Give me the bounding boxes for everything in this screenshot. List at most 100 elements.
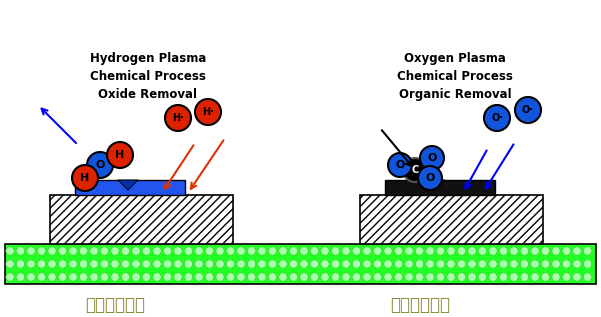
Bar	[75, 180, 185, 195]
Circle shape	[79, 260, 88, 268]
Circle shape	[310, 260, 319, 268]
Circle shape	[258, 273, 266, 281]
Text: O·: O·	[522, 105, 534, 115]
Text: H: H	[115, 150, 124, 160]
Circle shape	[363, 273, 371, 281]
Circle shape	[468, 273, 476, 281]
Circle shape	[132, 273, 140, 281]
Circle shape	[510, 273, 518, 281]
Text: 化学清洗工艺: 化学清洗工艺	[390, 296, 450, 314]
Circle shape	[79, 273, 88, 281]
Circle shape	[415, 260, 424, 268]
Circle shape	[279, 273, 287, 281]
Circle shape	[100, 273, 109, 281]
Circle shape	[384, 260, 392, 268]
Circle shape	[206, 273, 214, 281]
Circle shape	[16, 260, 25, 268]
Circle shape	[48, 247, 56, 255]
Text: O·: O·	[491, 113, 503, 123]
Circle shape	[48, 260, 56, 268]
Circle shape	[16, 273, 25, 281]
Bar	[50, 195, 233, 244]
Circle shape	[384, 247, 392, 255]
Text: O: O	[395, 160, 404, 170]
Circle shape	[69, 273, 77, 281]
Circle shape	[185, 247, 193, 255]
Circle shape	[37, 247, 46, 255]
Circle shape	[478, 247, 487, 255]
Circle shape	[489, 247, 497, 255]
Circle shape	[584, 247, 592, 255]
Circle shape	[37, 260, 46, 268]
Circle shape	[436, 247, 445, 255]
Circle shape	[153, 247, 161, 255]
Circle shape	[87, 152, 113, 178]
Circle shape	[227, 260, 235, 268]
Circle shape	[478, 260, 487, 268]
Circle shape	[300, 260, 308, 268]
Circle shape	[216, 273, 224, 281]
Circle shape	[373, 247, 382, 255]
Circle shape	[542, 260, 550, 268]
Circle shape	[27, 273, 35, 281]
Circle shape	[331, 273, 340, 281]
Circle shape	[563, 273, 571, 281]
Circle shape	[405, 273, 413, 281]
Polygon shape	[425, 180, 445, 190]
Bar	[385, 180, 495, 195]
Circle shape	[436, 260, 445, 268]
Circle shape	[510, 260, 518, 268]
Circle shape	[132, 247, 140, 255]
Circle shape	[121, 247, 130, 255]
Circle shape	[489, 260, 497, 268]
Circle shape	[6, 260, 14, 268]
Circle shape	[174, 247, 182, 255]
Text: O: O	[96, 160, 105, 170]
Circle shape	[321, 247, 329, 255]
Circle shape	[436, 273, 445, 281]
Circle shape	[426, 260, 434, 268]
Circle shape	[468, 247, 476, 255]
Circle shape	[6, 247, 14, 255]
Circle shape	[515, 97, 541, 123]
Circle shape	[227, 273, 235, 281]
Circle shape	[247, 260, 255, 268]
Text: O: O	[426, 173, 435, 183]
Bar	[360, 195, 543, 244]
Circle shape	[195, 99, 221, 125]
Polygon shape	[118, 180, 138, 190]
Circle shape	[352, 260, 361, 268]
Circle shape	[258, 247, 266, 255]
Circle shape	[153, 260, 161, 268]
Circle shape	[552, 260, 560, 268]
Circle shape	[573, 273, 581, 281]
Circle shape	[352, 273, 361, 281]
Circle shape	[6, 273, 14, 281]
Circle shape	[331, 260, 340, 268]
Circle shape	[531, 273, 539, 281]
Circle shape	[499, 260, 508, 268]
Circle shape	[185, 260, 193, 268]
Circle shape	[388, 153, 412, 177]
Circle shape	[373, 273, 382, 281]
Circle shape	[247, 247, 255, 255]
Circle shape	[300, 247, 308, 255]
Circle shape	[279, 247, 287, 255]
Circle shape	[121, 273, 130, 281]
Circle shape	[90, 247, 98, 255]
Circle shape	[321, 260, 329, 268]
Circle shape	[418, 166, 442, 190]
Circle shape	[489, 273, 497, 281]
Circle shape	[563, 247, 571, 255]
Circle shape	[90, 260, 98, 268]
Circle shape	[363, 247, 371, 255]
Circle shape	[426, 273, 434, 281]
Circle shape	[237, 273, 245, 281]
Circle shape	[457, 260, 466, 268]
Circle shape	[403, 158, 427, 182]
Circle shape	[237, 247, 245, 255]
Circle shape	[79, 247, 88, 255]
Circle shape	[153, 273, 161, 281]
Circle shape	[573, 260, 581, 268]
Circle shape	[227, 247, 235, 255]
